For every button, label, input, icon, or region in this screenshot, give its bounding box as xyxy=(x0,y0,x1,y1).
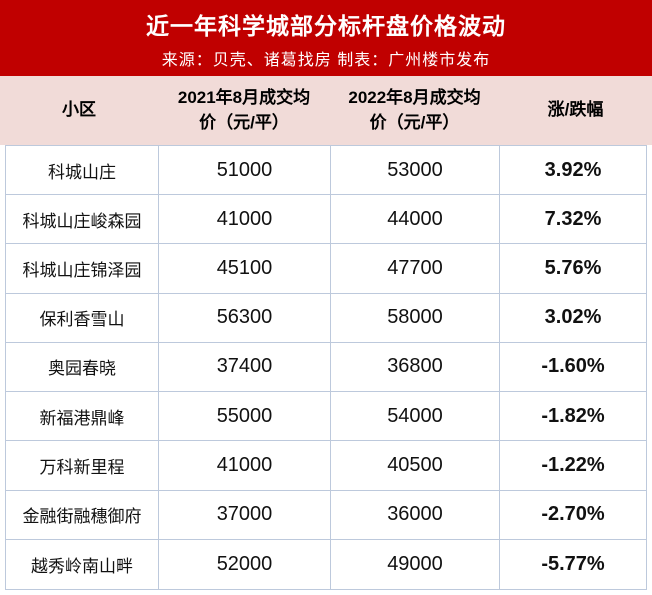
price-2022-cell: 58000 xyxy=(331,293,500,342)
table-row: 科城山庄 51000 53000 3.92% xyxy=(6,146,646,196)
price-2021-cell: 55000 xyxy=(159,392,331,441)
table-row: 越秀岭南山畔 52000 49000 -5.77% xyxy=(6,539,646,589)
price-2021-cell: 37000 xyxy=(159,490,331,539)
price-2022-cell: 49000 xyxy=(331,539,500,589)
price-2022-cell: 36000 xyxy=(331,490,500,539)
community-name-cell: 越秀岭南山畔 xyxy=(6,539,159,589)
community-name-cell: 科城山庄 xyxy=(6,146,159,195)
change-cell: -1.60% xyxy=(541,355,605,378)
change-cell: -1.22% xyxy=(541,453,605,476)
price-2021-cell: 56300 xyxy=(159,293,331,342)
community-name-cell: 科城山庄峻森园 xyxy=(6,195,159,244)
community-name-cell: 科城山庄锦泽园 xyxy=(6,244,159,293)
column-header-price-2021: 2021年8月成交均价（元/平） xyxy=(177,87,311,132)
community-name-cell: 新福港鼎峰 xyxy=(6,392,159,441)
change-cell: -2.70% xyxy=(541,503,605,526)
community-name-cell: 保利香雪山 xyxy=(6,293,159,342)
price-2022-cell: 54000 xyxy=(331,392,500,441)
table-header-row: 小区 2021年8月成交均价（元/平） 2022年8月成交均价（元/平） 涨/跌… xyxy=(0,76,652,145)
price-2022-cell: 36800 xyxy=(331,342,500,392)
table-row: 奥园春晓 37400 36800 -1.60% xyxy=(6,342,646,393)
price-2021-cell: 52000 xyxy=(159,539,331,589)
community-name-cell: 奥园春晓 xyxy=(6,342,159,392)
change-cell: 5.76% xyxy=(544,257,602,280)
price-2022-cell: 53000 xyxy=(331,146,500,195)
price-2021-cell: 37400 xyxy=(159,342,331,392)
table-row: 保利香雪山 56300 58000 3.02% xyxy=(6,293,646,343)
change-cell: 7.32% xyxy=(544,207,602,230)
column-header-change: 涨/跌幅 xyxy=(547,100,604,120)
price-2022-cell: 47700 xyxy=(331,244,500,293)
table-row: 科城山庄锦泽园 45100 47700 5.76% xyxy=(6,244,646,294)
source-credit: 来源：贝壳、诸葛找房 制表：广州楼市发布 xyxy=(161,51,491,69)
table-row: 万科新里程 41000 40500 -1.22% xyxy=(6,441,646,491)
column-header-community: 小区 xyxy=(62,100,96,120)
price-2021-cell: 41000 xyxy=(159,441,331,490)
change-cell: 3.02% xyxy=(544,306,602,329)
price-2022-cell: 44000 xyxy=(331,195,500,244)
change-cell: -1.82% xyxy=(541,404,605,427)
table-row: 新福港鼎峰 55000 54000 -1.82% xyxy=(6,392,646,442)
title-banner: 近一年科学城部分标杆盘价格波动 来源：贝壳、诸葛找房 制表：广州楼市发布 xyxy=(0,0,652,76)
table-row: 科城山庄峻森园 41000 44000 7.32% xyxy=(6,195,646,245)
table-row: 金融街融穗御府 37000 36000 -2.70% xyxy=(6,490,646,540)
page-title: 近一年科学城部分标杆盘价格波动 xyxy=(146,12,506,39)
price-2021-cell: 51000 xyxy=(159,146,331,195)
column-header-price-2022: 2022年8月成交均价（元/平） xyxy=(348,87,481,132)
community-name-cell: 金融街融穗御府 xyxy=(6,490,159,539)
price-table: 科城山庄 51000 53000 3.92% 科城山庄峻森园 41000 440… xyxy=(5,145,647,590)
price-2021-cell: 45100 xyxy=(159,244,331,293)
change-cell: 3.92% xyxy=(544,158,602,181)
community-name-cell: 万科新里程 xyxy=(6,441,159,490)
price-2022-cell: 40500 xyxy=(331,441,500,490)
change-cell: -5.77% xyxy=(541,552,605,575)
price-2021-cell: 41000 xyxy=(159,195,331,244)
